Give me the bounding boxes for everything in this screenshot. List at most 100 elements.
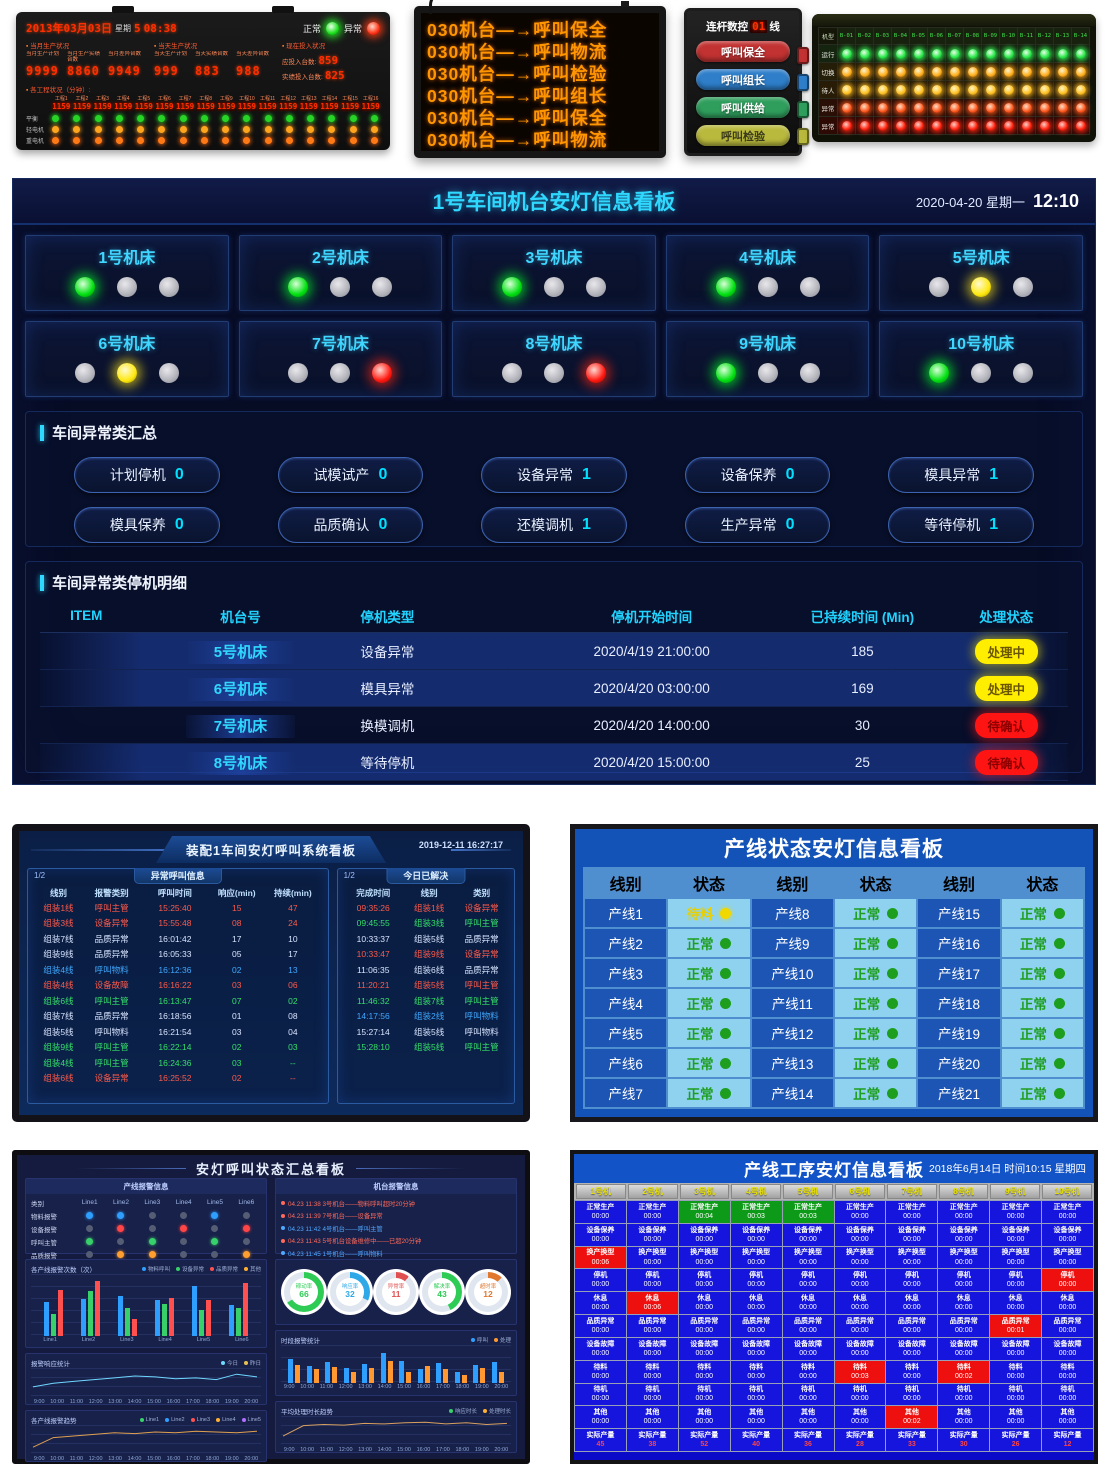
cell-start-time: 2020/4/19 21:00:00 [593, 643, 710, 659]
matrix-cell [200, 1210, 229, 1221]
summary-pill[interactable]: 试模试产 0 [277, 457, 424, 493]
x-tick-label: 14:00 [377, 1447, 392, 1453]
cell-label: 其他 [852, 1409, 867, 1417]
process-status-cell: 设备保养 00:00 [990, 1223, 1042, 1246]
summary-pill[interactable]: 模具异常 1 [888, 457, 1034, 493]
process-minutes: 1159 [361, 102, 380, 111]
x-tick-label: 16:00 [416, 1447, 431, 1453]
x-tick-label: 11:00 [69, 1456, 84, 1462]
summary-pill[interactable]: 设备异常 1 [481, 457, 627, 493]
cell-label: 品质异常 [949, 1317, 978, 1325]
status-badge[interactable]: 待确认 [974, 749, 1039, 775]
machine-panel[interactable]: 4号机床 [665, 235, 870, 311]
cell-type: 呼叫主管 [94, 995, 129, 1006]
status-text: 正常 [853, 1057, 881, 1072]
status-badge[interactable]: 待确认 [974, 712, 1039, 738]
summary-pill[interactable]: 等待停机 1 [888, 507, 1034, 543]
cell-time: 00:00 [1006, 1281, 1025, 1289]
machine-panel[interactable]: 9号机床 [665, 321, 870, 397]
machine-panel[interactable]: 1号机床 [25, 235, 229, 311]
process-status-cell: 实际产量 36 [782, 1429, 834, 1451]
process-status-cell: 其他 00:00 [730, 1406, 782, 1429]
process-minutes: 1159 [72, 102, 92, 111]
matrix-cell [138, 1236, 167, 1247]
summary-pill[interactable]: 计划停机 0 [74, 457, 220, 493]
process-status-cell: 设备保养 00:00 [1042, 1223, 1093, 1246]
x-tick-label: 13:00 [358, 1384, 372, 1390]
process-status-cell: 休息 00:00 [730, 1292, 782, 1315]
cell-label: 待料 [749, 1363, 764, 1371]
process-name: 工程6 [158, 96, 171, 102]
call-button[interactable]: 呼叫供给 [696, 97, 790, 118]
process-name: 工程13 [301, 96, 317, 102]
chart-title: 各产线报警次数（次） [31, 1266, 96, 1274]
cell-line: 组装2线 [413, 1011, 445, 1022]
cell-time: 36 [804, 1441, 812, 1449]
alarm-dot-icon [86, 1251, 94, 1258]
led-dot-icon [1039, 102, 1050, 113]
summary-pill[interactable]: 生产异常 0 [684, 507, 831, 543]
line-number-led: 01 [750, 20, 768, 33]
col-header: 机台号 [220, 609, 261, 625]
cell-time: 00:00 [747, 1326, 765, 1334]
cell-duration: 17 [288, 949, 298, 960]
chart-title: 各产线报警趋势 [31, 1417, 77, 1425]
summary-pill[interactable]: 还模调机 1 [481, 507, 627, 543]
pill-value: 1 [582, 516, 591, 533]
process-status-cell: 品质异常 00:00 [938, 1315, 990, 1337]
machine-panel[interactable]: 5号机床 [879, 235, 1083, 311]
machine-panel[interactable]: 6号机床 [25, 321, 229, 397]
matrix-cell [874, 63, 891, 80]
machine-name: 1号机床 [98, 250, 156, 267]
call-message-line: 030机台—→呼叫组长 [427, 86, 608, 107]
status-text: 待料 [686, 907, 714, 922]
led-dot-icon [859, 84, 870, 95]
cell-time: 00:00 [799, 1281, 817, 1289]
legend-dot-icon [243, 1360, 248, 1365]
cell-line: 组装9线 [43, 949, 74, 960]
cell-label: 待机 [645, 1386, 660, 1394]
legend-label: Line3 [196, 1416, 211, 1423]
machine-panel[interactable]: 10号机床 [879, 321, 1083, 397]
cell-label: 实际产量 [690, 1431, 719, 1439]
status-badge[interactable]: 处理中 [974, 638, 1039, 664]
legend-dot-icon [220, 1360, 225, 1365]
process-status-cell: 品质异常 00:00 [1042, 1315, 1093, 1337]
bar-group [306, 1345, 319, 1383]
machine-panel[interactable]: 7号机床 [238, 321, 443, 397]
summary-pill[interactable]: 模具保养 0 [74, 507, 220, 543]
donut-center: 解决率 43 [422, 1272, 462, 1312]
process-status-cell: 待机 00:00 [834, 1383, 886, 1406]
cell-label: 正常生产 [586, 1203, 615, 1211]
matrix-cell [1036, 81, 1053, 98]
summary-pill[interactable]: 设备保养 0 [684, 457, 831, 493]
matrix-cell [138, 1249, 167, 1260]
process-status-cell: 待料 00:00 [678, 1360, 730, 1383]
machine-panel[interactable]: 2号机床 [238, 235, 443, 311]
call-button[interactable]: 呼叫检验 [696, 125, 790, 146]
status-badge[interactable]: 处理中 [974, 675, 1039, 701]
x-tick-label: 14:00 [377, 1384, 392, 1390]
pill-value: 0 [785, 516, 795, 533]
machine-panel[interactable]: 8号机床 [452, 321, 656, 397]
led-dot-icon [52, 137, 59, 144]
x-tick-label: 19:00 [474, 1447, 489, 1453]
machine-panel[interactable]: 3号机床 [452, 235, 656, 311]
cell-type: 呼叫物料 [94, 1026, 129, 1037]
bar [406, 1372, 412, 1383]
cell-time: 00:00 [591, 1235, 610, 1243]
cell-label: 正常生产 [949, 1203, 978, 1211]
process-name: 工程14 [321, 96, 338, 102]
process-status-cell: 其他 00:00 [678, 1406, 730, 1429]
line-name-cell: 产线19 [918, 1019, 1000, 1047]
donut-chart: 解决率 43 [419, 1269, 465, 1315]
bar-group [155, 1274, 174, 1336]
matrix-cell [928, 45, 945, 62]
call-button[interactable]: 呼叫保全 [696, 41, 790, 62]
cell-label: 其他 [801, 1409, 816, 1417]
summary-pill[interactable]: 品质确认 0 [277, 507, 424, 543]
call-button[interactable]: 呼叫组长 [696, 69, 790, 90]
matrix-cell [982, 63, 999, 80]
matrix-column-header: B-04 [892, 28, 909, 44]
cell-type: 呼叫主管 [464, 995, 499, 1006]
